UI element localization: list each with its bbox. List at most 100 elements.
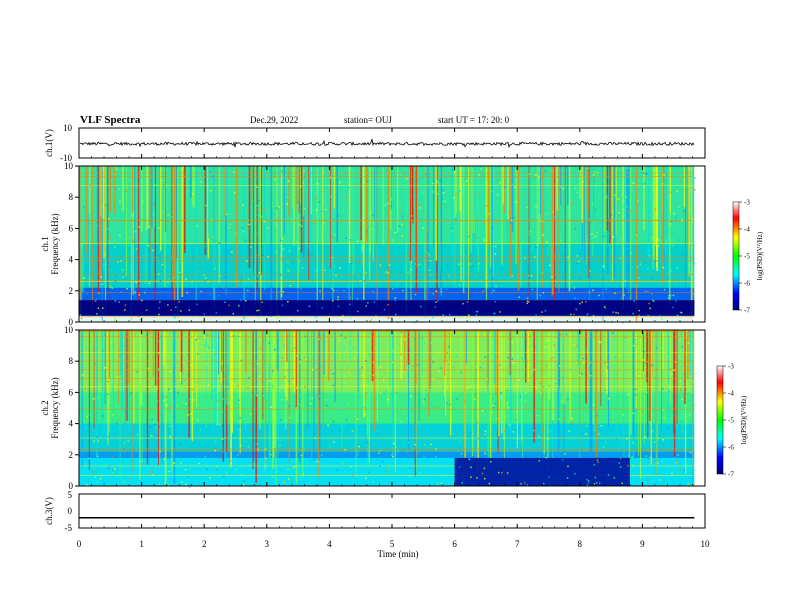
spectrogram-speckle: [518, 379, 521, 381]
spectrogram-speckle: [677, 214, 679, 216]
spectrogram-speckle: [112, 337, 114, 340]
spectrogram-speckle: [681, 420, 683, 423]
spectrogram-speckle: [170, 389, 172, 392]
spectrogram-speckle: [672, 294, 675, 297]
spectrogram-speckle: [680, 388, 682, 390]
spectrogram-speckle: [86, 293, 89, 295]
spectrogram-speckle: [118, 426, 120, 429]
spectrogram-speckle: [153, 359, 155, 361]
spectrogram-speckle: [693, 263, 696, 265]
spectrogram-speckle: [277, 291, 280, 293]
spectrogram-speckle: [148, 226, 151, 228]
spectrogram-speckle: [346, 193, 349, 195]
spectrogram-speckle: [259, 166, 261, 168]
spectrogram-speckle: [107, 468, 109, 470]
spectrogram-speckle: [570, 275, 572, 277]
spectrogram-speckle: [325, 177, 327, 180]
spectrogram-speckle: [121, 268, 124, 271]
ch1-waveform-trace: [79, 138, 695, 149]
spectrogram-speckle: [167, 398, 170, 400]
spectrogram-speckle: [582, 333, 585, 336]
spectrogram-speckle: [364, 426, 366, 428]
spectrogram-speckle: [562, 276, 564, 278]
spectrogram-speckle: [432, 191, 434, 193]
spectrogram-speckle: [157, 340, 159, 342]
spectrogram-speckle: [247, 387, 249, 389]
spectrogram-speckle: [535, 246, 537, 249]
spectrogram-speckle: [217, 400, 219, 402]
spectrogram-speckle: [529, 335, 532, 338]
spectrogram-speckle: [659, 211, 661, 214]
spectrogram-speckle: [89, 351, 91, 353]
spectrogram-speckle: [82, 234, 85, 237]
spectrogram-speckle: [281, 258, 283, 260]
spectrogram-speckle: [394, 391, 397, 394]
spectrogram-speckle: [93, 470, 96, 473]
spectrogram-speckle: [107, 268, 110, 270]
spectrogram-speckle: [382, 461, 384, 463]
spectrogram-speckle: [444, 200, 447, 203]
spectrogram-speckle: [158, 425, 161, 428]
spectrogram-speckle: [206, 406, 208, 408]
spectrogram-speckle: [593, 464, 596, 466]
spectrogram-speckle: [645, 421, 648, 424]
spectrogram-speckle: [386, 338, 389, 341]
spectrogram-speckle: [229, 377, 231, 379]
spectrogram-speckle: [645, 455, 647, 457]
spectrogram-speckle: [303, 357, 306, 359]
spectrogram-speckle: [694, 468, 696, 471]
spectrogram-speckle: [365, 305, 367, 307]
spectrogram-speckle: [117, 376, 119, 378]
spectrogram-speckle: [676, 190, 678, 193]
spectrogram-speckle: [117, 225, 119, 227]
spectrogram-speckle: [693, 483, 695, 486]
spectrogram-speckle: [509, 423, 512, 425]
spectrogram-speckle: [306, 427, 308, 430]
spectrogram-speckle: [651, 364, 653, 366]
spectrogram-speckle: [320, 364, 322, 367]
spectrogram-speckle: [659, 197, 661, 199]
ch2-colorbar: -3-4-5-6-7 log(PSD)(V²/Hz): [716, 363, 748, 479]
spectrogram-speckle: [637, 266, 639, 268]
spectrogram-speckle: [483, 222, 486, 225]
spectrogram-speckle: [127, 236, 130, 239]
spectrogram-speckle: [681, 254, 684, 257]
spectrogram-speckle: [428, 269, 431, 272]
spectrogram-speckle: [587, 167, 590, 170]
spectrogram-speckle: [687, 342, 690, 344]
spectrogram-speckle: [158, 272, 161, 275]
spectrogram-speckle: [131, 215, 134, 217]
spectrogram-speckle: [345, 237, 347, 239]
spectrogram-speckle: [547, 204, 550, 206]
spectrogram-speckle: [575, 362, 577, 364]
spectrogram-speckle: [637, 188, 640, 191]
spectrogram-speckle: [694, 177, 696, 179]
spectrogram-speckle: [258, 375, 260, 378]
spectrogram-speckle: [669, 191, 672, 194]
ch1-spectrogram-ytick-label: 6: [69, 223, 74, 233]
spectrogram-speckle: [587, 482, 590, 484]
spectrogram-speckle: [357, 387, 359, 389]
spectrogram-speckle: [252, 200, 254, 202]
spectrogram-speckle: [256, 233, 259, 235]
spectrogram-speckle: [385, 343, 388, 345]
spectrogram-speckle: [432, 316, 434, 319]
spectrogram-speckle: [397, 450, 399, 453]
spectrogram-speckle: [657, 245, 660, 247]
spectrogram-speckle: [231, 284, 234, 286]
spectrogram-speckle: [305, 184, 307, 187]
spectrogram-speckle: [206, 412, 209, 414]
spectrogram-speckle: [447, 476, 449, 478]
ch3-waveform-frame: [78, 493, 706, 529]
time-tick-label: 6: [452, 539, 457, 549]
spectrogram-speckle: [579, 374, 581, 377]
spectrogram-speckle: [648, 302, 650, 305]
spectrogram-speckle: [440, 290, 442, 293]
spectrogram-speckle: [646, 391, 649, 393]
spectrogram-speckle: [146, 236, 148, 238]
spectrogram-speckle: [327, 318, 329, 320]
spectrogram-speckle: [312, 368, 314, 371]
spectrogram-speckle: [130, 392, 132, 394]
spectrogram-speckle: [535, 387, 537, 389]
spectrogram-speckle: [178, 301, 180, 303]
